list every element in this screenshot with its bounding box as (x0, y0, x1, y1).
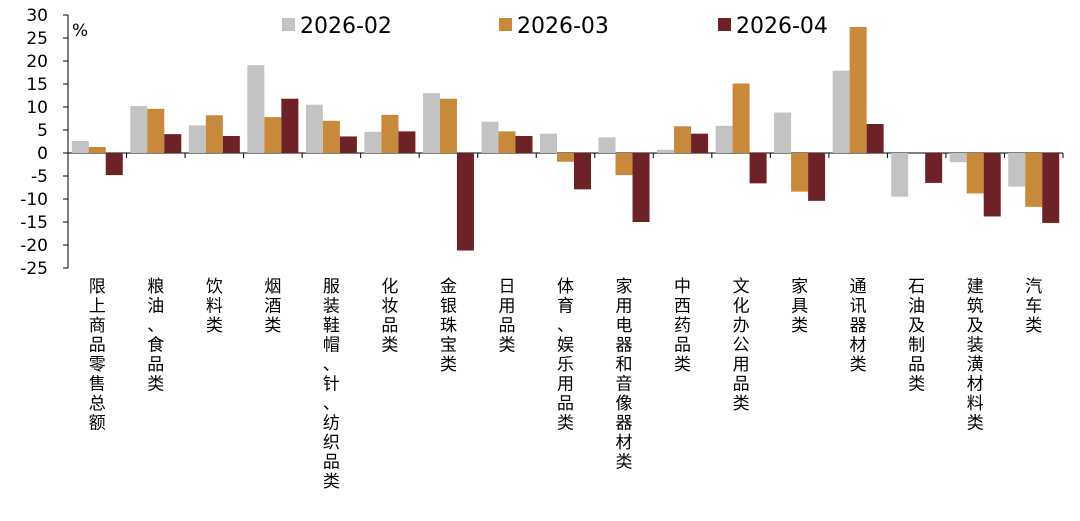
bar-2026-03-7 (498, 131, 516, 153)
legend-label: 2026-03 (517, 14, 609, 39)
category-label: 建筑及装潢材料类 (967, 277, 984, 434)
y-tick-label: 10 (26, 98, 48, 118)
bar-2026-03-0 (88, 147, 106, 153)
y-tick-label: -20 (20, 236, 48, 256)
unit-label: % (72, 21, 88, 41)
legend-label: 2026-02 (300, 14, 392, 39)
bar-2026-03-9 (615, 153, 633, 176)
bar-2026-04-0 (105, 153, 123, 176)
category-label: 家用电器和音像器材类 (616, 277, 633, 473)
axes: 30 25 20 15 10 5 0 -5 -10 -15 -20 -25 限上商品零售总额 粮油、食品类… (20, 6, 1064, 492)
category-label: 日用品类 (498, 277, 515, 356)
bar-2026-04-10 (691, 133, 709, 153)
legend-label: 2026-04 (736, 14, 828, 39)
bar-2026-03-8 (557, 153, 574, 162)
bar-2026-03-12 (791, 153, 809, 192)
y-tick-label: -25 (20, 259, 48, 279)
bar-2026-02-11 (715, 125, 733, 153)
category-label: 家具类 (791, 277, 808, 336)
bar-2026-02-14 (891, 153, 909, 197)
y-tick-label: -15 (20, 213, 48, 233)
bar-2026-03-4 (322, 120, 340, 153)
bar-2026-02-10 (657, 149, 675, 153)
bar-2026-03-10 (674, 126, 692, 153)
y-tick-label: -10 (20, 190, 48, 210)
bar-2026-03-2 (205, 115, 223, 153)
bar-2026-02-5 (364, 131, 382, 153)
bar-2026-04-15 (983, 153, 1001, 217)
legend: 2026-02 2026-03 2026-04 (282, 14, 828, 39)
bar-2026-02-9 (598, 137, 616, 153)
bar-2026-02-8 (540, 133, 557, 153)
category-label: 中西药品类 (674, 277, 691, 375)
category-label: 化妆品类 (381, 277, 398, 356)
bar-2026-02-16 (1008, 153, 1026, 187)
bar-2026-03-16 (1025, 153, 1043, 207)
bar-2026-03-3 (264, 117, 282, 153)
bar-2026-02-7 (481, 121, 499, 153)
category-label: 体育、娱乐用品类 (557, 277, 574, 434)
bar-2026-03-15 (966, 153, 984, 194)
bar-2026-02-15 (949, 153, 967, 163)
bar-2026-04-7 (515, 135, 533, 153)
bar-2026-02-12 (774, 112, 792, 153)
category-label: 粮油、食品类 (147, 277, 164, 395)
y-tick-label: 30 (26, 6, 48, 26)
bar-2026-04-2 (222, 135, 240, 153)
category-label: 服装鞋帽、针、纺织品类 (323, 277, 340, 492)
bar-2026-03-11 (732, 83, 750, 153)
bar-2026-04-13 (866, 124, 884, 153)
category-label: 饮料类 (206, 277, 223, 336)
bar-2026-02-0 (71, 141, 89, 153)
y-tick-label: 5 (37, 121, 48, 141)
bar-2026-04-16 (1042, 153, 1060, 223)
y-tick-label: -5 (31, 167, 48, 187)
bar-2026-03-1 (147, 108, 165, 153)
category-label: 文化办公用品类 (733, 277, 750, 414)
y-tick-label: 25 (26, 29, 48, 49)
bars (71, 26, 1060, 251)
bar-2026-02-13 (832, 70, 850, 153)
bar-2026-04-11 (749, 153, 767, 184)
bar-2026-02-6 (422, 93, 440, 153)
bar-2026-02-4 (305, 104, 323, 153)
bar-2026-03-6 (439, 98, 457, 153)
bar-2026-04-4 (339, 136, 357, 153)
category-label: 限上商品零售总额 (89, 277, 106, 434)
bar-2026-04-3 (281, 98, 299, 153)
legend-swatch (499, 18, 512, 31)
category-label: 烟酒类 (264, 277, 281, 336)
y-tick-label: 20 (26, 52, 48, 72)
legend-swatch (718, 18, 731, 31)
bar-2026-02-1 (130, 106, 148, 153)
category-label: 金银珠宝类 (440, 277, 457, 375)
bar-2026-04-14 (925, 153, 943, 183)
legend-swatch (282, 18, 295, 31)
bar-2026-04-1 (164, 134, 182, 153)
bar-2026-04-9 (632, 153, 650, 222)
bar-2026-04-6 (456, 153, 474, 251)
bar-2026-04-12 (808, 153, 826, 201)
bar-2026-03-13 (849, 26, 867, 153)
bar-2026-02-3 (247, 65, 265, 153)
category-label: 石油及制品类 (908, 277, 925, 395)
bar-2026-03-5 (381, 114, 399, 153)
category-label: 汽车类 (1025, 277, 1042, 336)
y-tick-label: 0 (37, 144, 48, 164)
bar-2026-04-8 (574, 153, 591, 190)
bar-2026-04-5 (398, 131, 416, 153)
category-label: 通讯器材类 (850, 277, 867, 375)
y-tick-label: 15 (26, 75, 48, 95)
bar-2026-02-2 (188, 125, 206, 153)
